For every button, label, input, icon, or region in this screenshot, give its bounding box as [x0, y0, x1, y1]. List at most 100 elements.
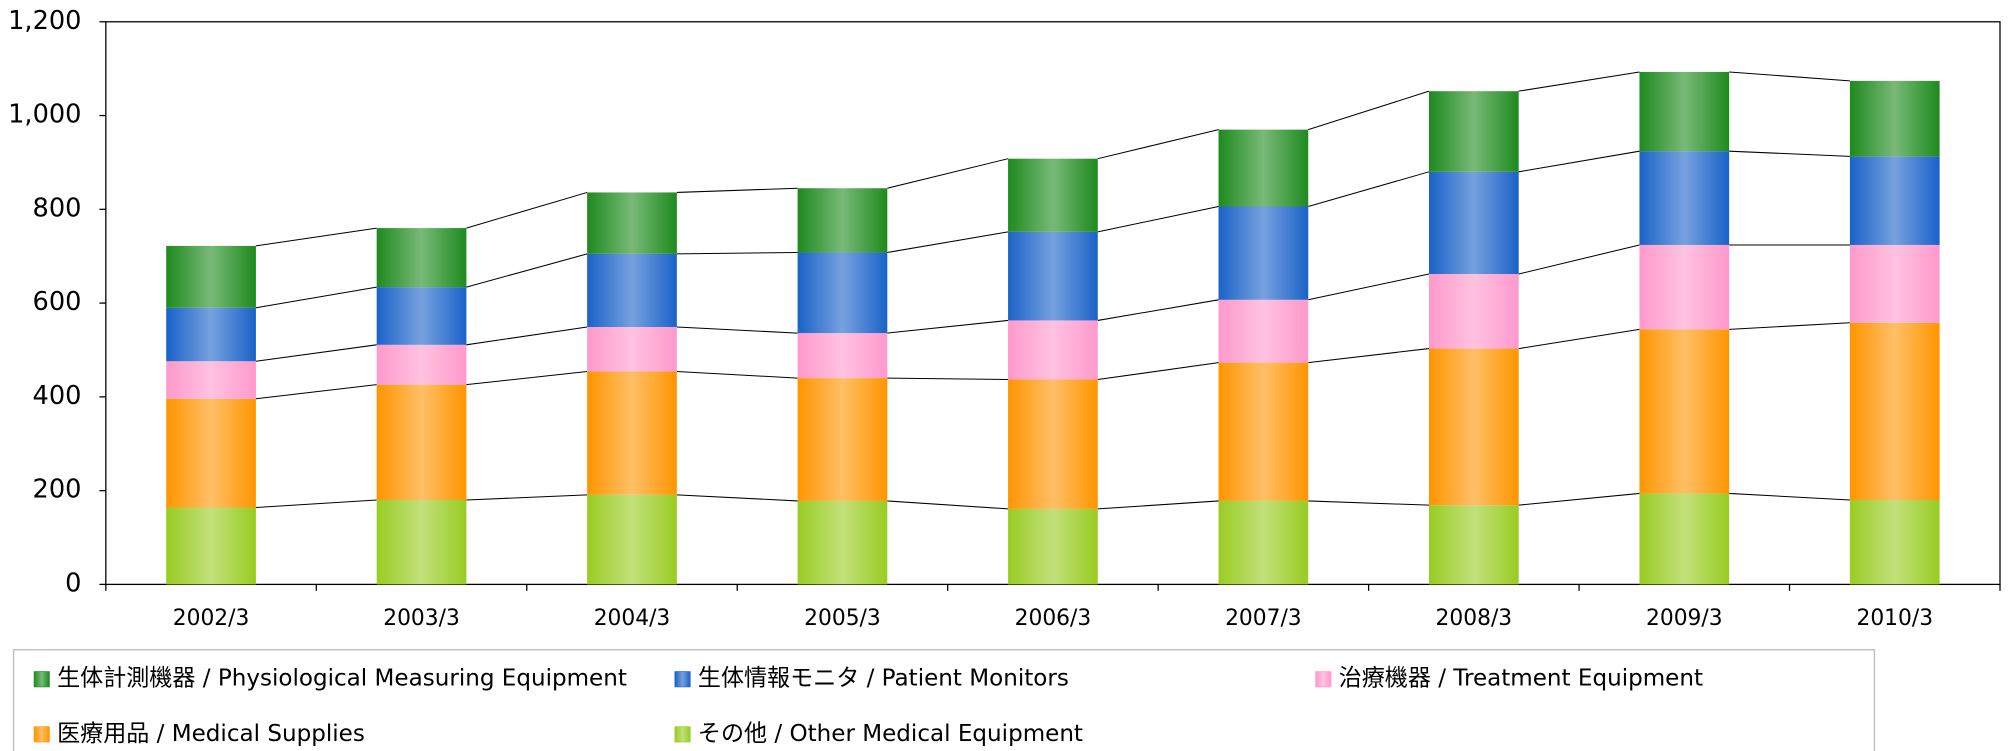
- x-tick-label: 2004/3: [594, 606, 671, 631]
- bar: [797, 333, 888, 379]
- bar: [1639, 329, 1730, 494]
- bar: [1428, 91, 1519, 172]
- bar: [1218, 206, 1309, 300]
- bar: [587, 494, 677, 585]
- connector-line: [676, 494, 798, 502]
- bar: [1849, 244, 1940, 323]
- bar: [376, 500, 467, 585]
- y-tick-label: 400: [33, 381, 82, 411]
- connector-line: [1308, 171, 1430, 208]
- bar: [1639, 244, 1730, 330]
- connector-line: [676, 326, 798, 334]
- connector-line: [255, 499, 377, 509]
- connector-line: [1518, 244, 1640, 275]
- bar: [587, 192, 677, 254]
- y-tick-label: 0: [65, 568, 81, 598]
- x-tick-label: 2002/3: [173, 606, 250, 631]
- connector-line: [466, 253, 588, 288]
- y-tick-label: 1,000: [8, 100, 81, 130]
- connector-line: [466, 326, 588, 346]
- bar: [1218, 299, 1309, 363]
- bar: [797, 188, 888, 253]
- bar: [166, 361, 256, 399]
- bar: [797, 252, 888, 334]
- legend-label: 医療用品 / Medical Supplies: [57, 721, 365, 747]
- connector-line: [255, 344, 377, 362]
- connector-line: [1729, 150, 1850, 157]
- bar: [1849, 80, 1940, 157]
- connector-line: [1097, 362, 1219, 381]
- connector-line: [887, 231, 1009, 253]
- bar: [166, 307, 256, 362]
- y-tick-label: 800: [33, 193, 82, 223]
- bar: [1639, 71, 1730, 152]
- bar: [376, 344, 467, 385]
- connector-line: [1518, 492, 1640, 506]
- bar: [376, 228, 467, 288]
- legend-swatch: [1315, 671, 1332, 688]
- bar: [1008, 379, 1098, 509]
- connector-line: [887, 377, 1009, 381]
- connector-line: [887, 319, 1009, 334]
- legend-swatch: [33, 726, 50, 743]
- connector-line: [676, 371, 798, 379]
- connector-line: [255, 286, 377, 309]
- legend-swatch: [674, 671, 691, 688]
- bar: [1218, 362, 1309, 501]
- connector-line: [1308, 500, 1430, 506]
- connector-line: [466, 494, 588, 501]
- legend-label: その他 / Other Medical Equipment: [698, 721, 1083, 747]
- x-tick-label: 2010/3: [1856, 606, 1933, 631]
- bar: [1639, 493, 1730, 585]
- bar: [1008, 320, 1098, 380]
- connector-line: [1308, 348, 1430, 364]
- legend-box: [12, 649, 1876, 751]
- x-tick-label: 2007/3: [1225, 606, 1302, 631]
- bar: [376, 384, 467, 501]
- legend-label: 生体情報モニタ / Patient Monitors: [698, 666, 1069, 692]
- bar: [587, 253, 677, 328]
- bar: [1428, 171, 1519, 275]
- y-tick-label: 200: [33, 475, 82, 505]
- x-tick-label: 2009/3: [1646, 606, 1723, 631]
- connector-line: [255, 384, 377, 400]
- connector-line: [466, 371, 588, 386]
- y-tick-label: 600: [33, 287, 82, 317]
- connector-line: [676, 251, 798, 255]
- connector-line: [1518, 150, 1640, 173]
- bar: [1008, 158, 1098, 232]
- bar: [797, 500, 888, 585]
- bar: [587, 327, 677, 372]
- connector-line: [1308, 90, 1430, 131]
- bar: [1428, 348, 1519, 506]
- bar: [166, 507, 256, 585]
- bar: [1218, 129, 1309, 207]
- bar: [1218, 500, 1309, 585]
- connector-line: [1097, 206, 1219, 233]
- connector-line: [1308, 273, 1430, 301]
- bar: [166, 398, 256, 508]
- connector-line: [1518, 328, 1640, 350]
- bar: [1008, 508, 1098, 585]
- bar: [1428, 505, 1519, 585]
- bar: [1849, 156, 1940, 245]
- connector-line: [887, 500, 1009, 510]
- legend-label: 治療機器 / Treatment Equipment: [1339, 666, 1703, 692]
- connector-line: [1729, 71, 1850, 82]
- bar: [166, 245, 256, 308]
- connector-line: [255, 227, 377, 247]
- x-tick-label: 2005/3: [804, 606, 881, 631]
- connector-line: [1518, 71, 1640, 92]
- bar: [1008, 231, 1098, 321]
- connector-line: [1097, 129, 1219, 160]
- bar: [1849, 500, 1940, 585]
- bar: [587, 371, 677, 495]
- legend-swatch: [33, 671, 50, 688]
- y-tick-label: 1,200: [8, 6, 81, 36]
- connector-line: [466, 191, 588, 229]
- x-tick-label: 2008/3: [1436, 606, 1513, 631]
- bar: [376, 287, 467, 345]
- connector-line: [1729, 322, 1850, 330]
- bar: [1428, 274, 1519, 349]
